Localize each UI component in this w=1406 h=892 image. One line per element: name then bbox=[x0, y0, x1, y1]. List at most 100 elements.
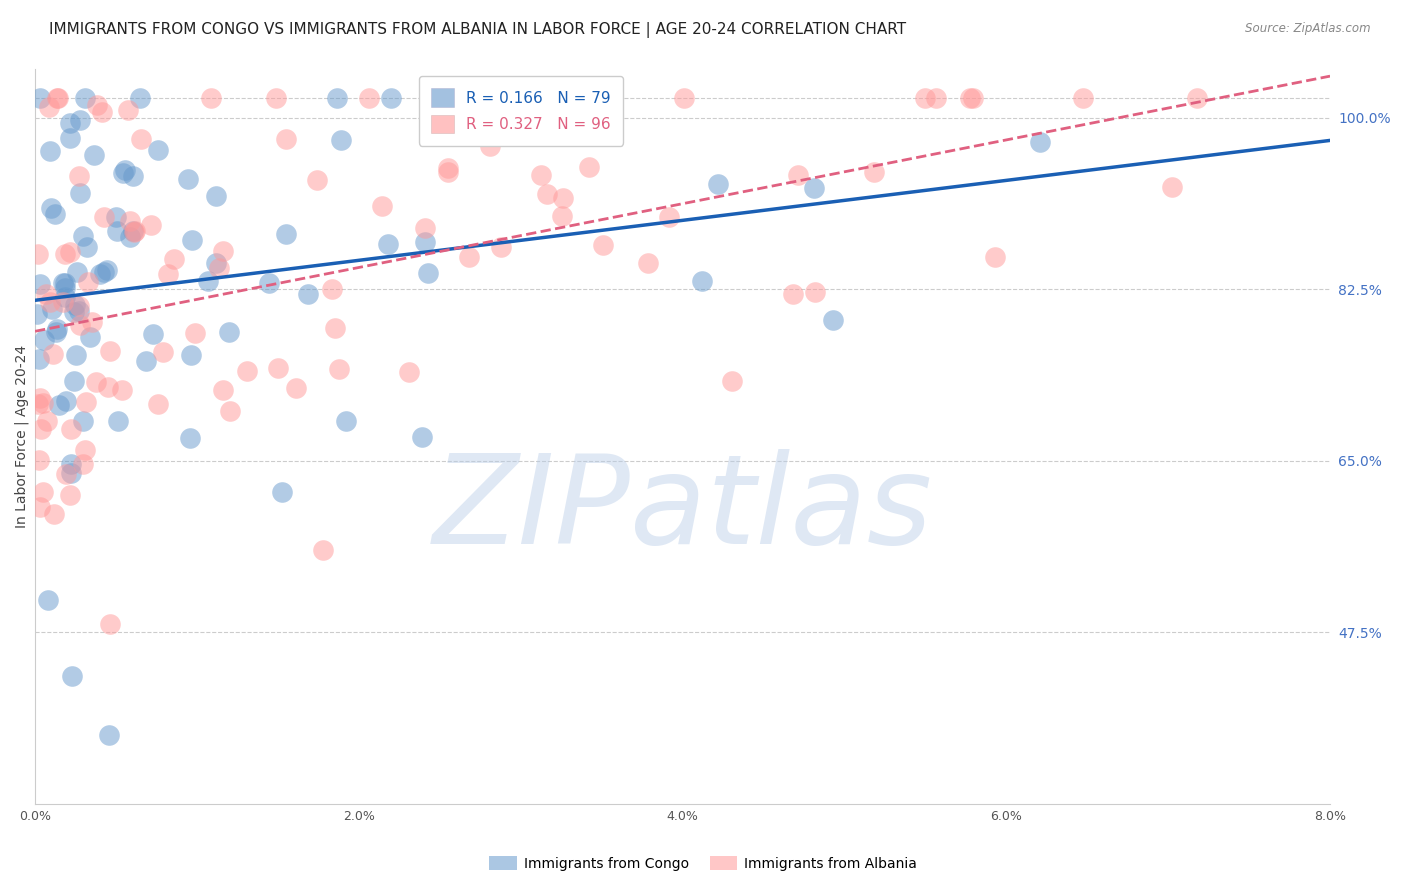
Immigrants from Albania bbox=[311, 542, 333, 557]
Immigrants from Albania bbox=[42, 347, 65, 361]
Immigrants from Albania bbox=[184, 326, 207, 340]
Immigrants from Albania bbox=[111, 383, 134, 397]
Immigrants from Congo bbox=[692, 274, 714, 288]
Immigrants from Congo bbox=[67, 304, 90, 318]
Immigrants from Albania bbox=[118, 213, 141, 227]
Immigrants from Congo bbox=[380, 91, 402, 105]
Immigrants from Congo bbox=[180, 347, 202, 361]
Immigrants from Congo bbox=[58, 116, 80, 130]
Immigrants from Albania bbox=[914, 91, 936, 105]
Immigrants from Congo bbox=[97, 728, 120, 742]
Immigrants from Albania bbox=[35, 414, 58, 428]
Immigrants from Albania bbox=[98, 343, 121, 358]
Immigrants from Albania bbox=[117, 103, 139, 117]
Immigrants from Albania bbox=[27, 397, 49, 411]
Immigrants from Albania bbox=[804, 285, 827, 299]
Immigrants from Albania bbox=[55, 467, 77, 482]
Immigrants from Albania bbox=[72, 457, 94, 471]
Immigrants from Albania bbox=[98, 617, 121, 632]
Immigrants from Congo bbox=[205, 189, 228, 203]
Immigrants from Albania bbox=[84, 376, 107, 390]
Immigrants from Congo bbox=[148, 143, 170, 157]
Immigrants from Congo bbox=[114, 162, 136, 177]
Immigrants from Congo bbox=[72, 414, 94, 428]
Immigrants from Congo bbox=[218, 325, 240, 339]
Immigrants from Albania bbox=[122, 226, 145, 240]
Immigrants from Albania bbox=[782, 287, 804, 301]
Immigrants from Congo bbox=[96, 263, 118, 277]
Immigrants from Albania bbox=[58, 488, 80, 502]
Immigrants from Congo bbox=[75, 91, 97, 105]
Immigrants from Congo bbox=[177, 171, 200, 186]
Immigrants from Congo bbox=[326, 91, 349, 105]
Immigrants from Albania bbox=[139, 218, 162, 232]
Immigrants from Albania bbox=[592, 237, 614, 252]
Text: Source: ZipAtlas.com: Source: ZipAtlas.com bbox=[1246, 22, 1371, 36]
Immigrants from Albania bbox=[97, 380, 120, 394]
Immigrants from Albania bbox=[413, 220, 436, 235]
Text: IMMIGRANTS FROM CONGO VS IMMIGRANTS FROM ALBANIA IN LABOR FORCE | AGE 20-24 CORR: IMMIGRANTS FROM CONGO VS IMMIGRANTS FROM… bbox=[49, 22, 907, 38]
Immigrants from Congo bbox=[540, 91, 562, 105]
Immigrants from Congo bbox=[44, 207, 66, 221]
Immigrants from Albania bbox=[787, 168, 810, 182]
Immigrants from Albania bbox=[437, 164, 460, 178]
Immigrants from Albania bbox=[357, 91, 380, 105]
Immigrants from Albania bbox=[152, 344, 174, 359]
Immigrants from Congo bbox=[107, 414, 129, 428]
Immigrants from Congo bbox=[197, 275, 219, 289]
Immigrants from Albania bbox=[75, 395, 97, 409]
Immigrants from Albania bbox=[219, 404, 242, 418]
Immigrants from Albania bbox=[207, 261, 229, 276]
Immigrants from Albania bbox=[398, 365, 420, 379]
Immigrants from Congo bbox=[79, 330, 101, 344]
Immigrants from Congo bbox=[46, 321, 69, 335]
Immigrants from Congo bbox=[39, 201, 62, 215]
Immigrants from Albania bbox=[321, 282, 343, 296]
Immigrants from Congo bbox=[335, 414, 357, 428]
Immigrants from Albania bbox=[93, 211, 115, 225]
Immigrants from Congo bbox=[105, 224, 128, 238]
Immigrants from Albania bbox=[1185, 91, 1208, 105]
Immigrants from Albania bbox=[479, 139, 502, 153]
Immigrants from Congo bbox=[179, 431, 201, 445]
Y-axis label: In Labor Force | Age 20-24: In Labor Force | Age 20-24 bbox=[15, 344, 30, 527]
Immigrants from Albania bbox=[91, 105, 114, 120]
Immigrants from Albania bbox=[285, 381, 308, 395]
Immigrants from Congo bbox=[66, 264, 89, 278]
Immigrants from Congo bbox=[37, 592, 59, 607]
Immigrants from Albania bbox=[721, 374, 744, 388]
Immigrants from Congo bbox=[415, 235, 437, 249]
Immigrants from Albania bbox=[264, 91, 287, 105]
Immigrants from Albania bbox=[30, 391, 52, 405]
Immigrants from Albania bbox=[75, 443, 97, 458]
Immigrants from Albania bbox=[32, 485, 55, 500]
Immigrants from Albania bbox=[235, 364, 257, 378]
Immigrants from Albania bbox=[82, 315, 104, 329]
Immigrants from Albania bbox=[44, 507, 66, 521]
Immigrants from Congo bbox=[45, 325, 67, 339]
Immigrants from Congo bbox=[418, 266, 440, 280]
Immigrants from Albania bbox=[984, 250, 1007, 264]
Immigrants from Albania bbox=[1071, 91, 1094, 105]
Immigrants from Congo bbox=[257, 276, 280, 290]
Immigrants from Congo bbox=[69, 112, 91, 127]
Immigrants from Congo bbox=[377, 237, 399, 252]
Legend: Immigrants from Congo, Immigrants from Albania: Immigrants from Congo, Immigrants from A… bbox=[484, 850, 922, 876]
Immigrants from Albania bbox=[325, 320, 347, 334]
Immigrants from Congo bbox=[274, 227, 297, 242]
Immigrants from Congo bbox=[28, 91, 51, 105]
Immigrants from Albania bbox=[146, 397, 169, 411]
Immigrants from Congo bbox=[62, 669, 84, 683]
Immigrants from Albania bbox=[959, 91, 981, 105]
Immigrants from Congo bbox=[76, 240, 98, 254]
Immigrants from Albania bbox=[77, 276, 100, 290]
Immigrants from Albania bbox=[38, 295, 60, 310]
Immigrants from Congo bbox=[118, 230, 141, 244]
Immigrants from Albania bbox=[53, 247, 76, 261]
Immigrants from Albania bbox=[32, 396, 55, 410]
Immigrants from Albania bbox=[673, 91, 696, 105]
Immigrants from Congo bbox=[271, 485, 294, 500]
Immigrants from Congo bbox=[60, 458, 83, 472]
Immigrants from Albania bbox=[124, 224, 146, 238]
Immigrants from Albania bbox=[28, 500, 51, 515]
